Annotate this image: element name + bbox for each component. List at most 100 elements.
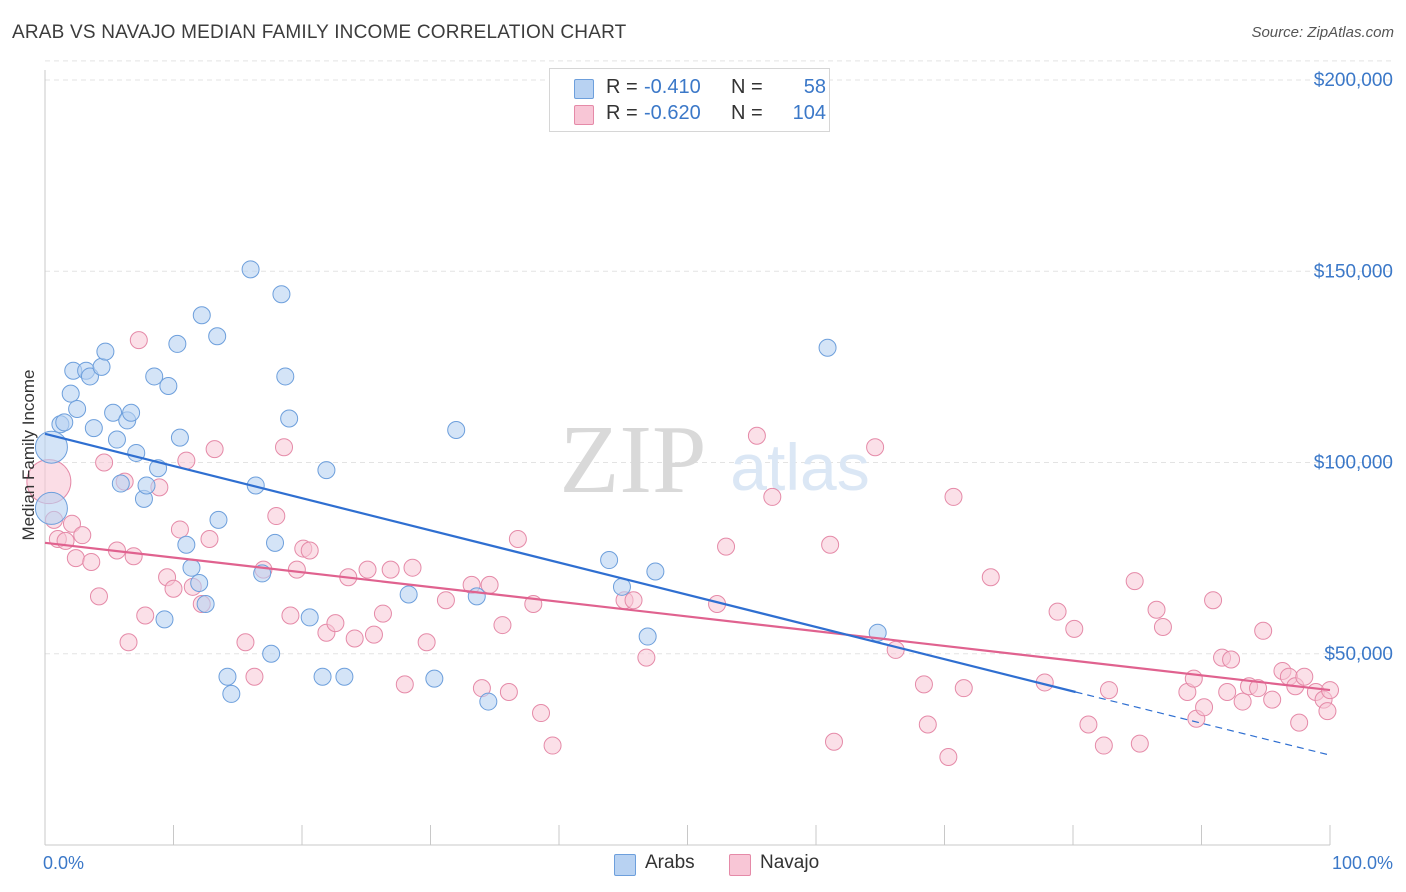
navajo-point bbox=[164, 579, 183, 598]
navajo-point bbox=[124, 547, 143, 566]
arabs-trend-line bbox=[44, 432, 1076, 694]
navajo-point bbox=[403, 558, 422, 577]
y-axis-label: Median Family Income bbox=[19, 369, 38, 540]
navajo-point bbox=[275, 438, 294, 457]
navajo-point bbox=[1147, 600, 1166, 619]
navajo-point bbox=[200, 530, 219, 548]
navajo-point bbox=[129, 331, 148, 350]
bottom-legend-swatch-navajo bbox=[729, 854, 751, 876]
navajo-point bbox=[914, 675, 933, 694]
navajo-point bbox=[1079, 715, 1098, 734]
bottom-legend-label-arabs: Arabs bbox=[645, 852, 695, 873]
arabs-point bbox=[104, 403, 123, 422]
arabs-point bbox=[190, 573, 209, 592]
chart-title: ARAB VS NAVAJO MEDIAN FAMILY INCOME CORR… bbox=[12, 22, 627, 43]
y-tick-label: $200,000 bbox=[1314, 70, 1393, 91]
navajo-point bbox=[1065, 619, 1084, 638]
arabs-point bbox=[182, 558, 201, 577]
bottom-legend: Arabs Navajo bbox=[0, 852, 1406, 878]
arabs-point bbox=[137, 476, 156, 495]
navajo-point bbox=[136, 606, 155, 625]
navajo-point bbox=[245, 667, 264, 686]
x-tick-label-start: 0.0% bbox=[43, 853, 84, 873]
legend-r-value: -0.620 bbox=[644, 102, 701, 124]
arabs-point bbox=[467, 587, 486, 606]
arabs-point bbox=[145, 367, 164, 386]
navajo-point bbox=[918, 715, 937, 734]
arabs-point bbox=[68, 399, 87, 418]
gridlines bbox=[45, 60, 1392, 655]
navajo-point bbox=[89, 587, 108, 606]
arabs-point bbox=[92, 357, 111, 376]
x-tick-label-end: 100.0% bbox=[1332, 853, 1393, 873]
navajo-point bbox=[624, 591, 643, 610]
arabs-point bbox=[208, 327, 227, 346]
navajo-point bbox=[508, 530, 527, 548]
arabs-point bbox=[111, 474, 130, 493]
navajo-point bbox=[73, 526, 92, 545]
navajo-point bbox=[1048, 602, 1067, 621]
navajo-point bbox=[287, 560, 306, 579]
arabs-point bbox=[262, 644, 281, 663]
navajo-point bbox=[1204, 591, 1223, 610]
navajo-point bbox=[1295, 667, 1314, 686]
legend-swatch-navajo bbox=[574, 105, 594, 125]
arabs-point bbox=[34, 491, 68, 525]
source-note: Source: ZipAtlas.com bbox=[1251, 24, 1394, 41]
navajo-point bbox=[532, 704, 551, 723]
navajo-point bbox=[1153, 617, 1172, 636]
navajo-point bbox=[358, 560, 377, 579]
arabs-point bbox=[218, 667, 237, 686]
y-tick-label: $150,000 bbox=[1314, 261, 1393, 282]
navajo-point bbox=[717, 537, 736, 556]
bottom-legend-swatch-arabs bbox=[614, 854, 636, 876]
y-tick-label: $50,000 bbox=[1324, 644, 1393, 665]
navajo-point bbox=[821, 535, 840, 554]
navajo-point bbox=[1099, 681, 1118, 700]
navajo-point bbox=[364, 625, 383, 644]
navajo-point bbox=[1195, 698, 1214, 717]
arabs-point bbox=[209, 510, 228, 529]
axis-labels: $50,000 $100,000 $150,000 $200,000 0.0% 100.0… bbox=[19, 70, 1393, 873]
legend-swatch-arabs bbox=[574, 79, 594, 99]
arabs-point bbox=[266, 533, 285, 552]
navajo-point bbox=[381, 560, 400, 579]
navajo-point bbox=[267, 507, 286, 526]
navajo-point bbox=[886, 640, 905, 659]
watermark: ZIP atlas bbox=[560, 406, 870, 514]
arabs-point bbox=[280, 409, 299, 428]
navajo-point bbox=[82, 552, 101, 571]
legend-box: R = -0.410 N = 58 R = -0.620 N = 104 bbox=[549, 68, 830, 132]
arabs-point bbox=[241, 260, 260, 279]
arabs-point bbox=[646, 562, 665, 581]
arabs-point bbox=[196, 595, 215, 614]
trend-lines bbox=[44, 432, 1331, 756]
arabs-point bbox=[80, 367, 99, 386]
arabs-point bbox=[600, 551, 619, 570]
navajo-point bbox=[499, 683, 518, 701]
arabs-point bbox=[84, 419, 103, 438]
arabs-point bbox=[425, 669, 444, 688]
arabs-point bbox=[107, 430, 126, 449]
arabs-point bbox=[177, 535, 196, 554]
legend-n-value: 104 bbox=[792, 102, 826, 124]
navajo-point bbox=[1094, 736, 1113, 755]
navajo-point bbox=[1130, 734, 1149, 753]
navajo-point bbox=[1125, 572, 1144, 591]
arabs-point bbox=[300, 608, 319, 627]
navajo-point bbox=[326, 614, 345, 633]
y-tick-label: $100,000 bbox=[1314, 453, 1393, 474]
navajo-point bbox=[417, 633, 436, 652]
arabs-point bbox=[818, 338, 837, 357]
arabs-point bbox=[55, 413, 74, 432]
legend-r-label: R = bbox=[606, 76, 638, 98]
navajo-point bbox=[395, 675, 414, 694]
navajo-point bbox=[205, 440, 224, 459]
navajo-point bbox=[981, 568, 1000, 587]
navajo-trend-line bbox=[44, 541, 1331, 692]
navajo-point bbox=[1233, 692, 1252, 711]
arabs-point bbox=[399, 585, 418, 604]
navajo-point bbox=[954, 679, 973, 698]
arabs-point bbox=[34, 430, 68, 464]
